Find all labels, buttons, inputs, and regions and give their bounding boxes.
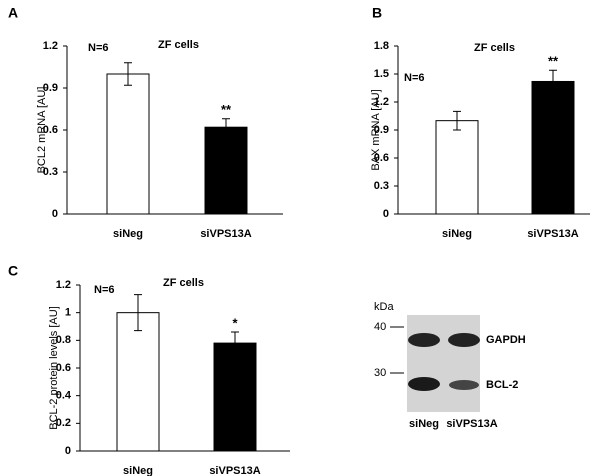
subtitle: ZF cells bbox=[158, 39, 199, 51]
n-label: N=6 bbox=[94, 284, 115, 296]
panel-letter: C bbox=[8, 263, 18, 279]
panel-letter: B bbox=[372, 5, 382, 21]
y-axis-label: BCL-2 protein levels [AU] bbox=[48, 306, 60, 430]
y-tick-label: 0.9 bbox=[374, 124, 389, 136]
significance: * bbox=[232, 315, 238, 330]
kda-label: kDa bbox=[374, 301, 394, 313]
x-tick-label: siNeg bbox=[123, 465, 153, 476]
y-tick-label: 0.4 bbox=[56, 390, 72, 402]
bar bbox=[531, 80, 575, 215]
y-tick-label: 0.6 bbox=[374, 152, 389, 164]
marker-label: 40 bbox=[374, 321, 386, 333]
x-tick-label: siNeg bbox=[113, 228, 143, 240]
panel-letter: A bbox=[8, 5, 18, 21]
subtitle: ZF cells bbox=[163, 277, 204, 289]
y-tick-label: 0 bbox=[65, 445, 71, 457]
marker-label: 30 bbox=[374, 367, 386, 379]
y-tick-label: 0.9 bbox=[43, 82, 58, 94]
band bbox=[408, 333, 440, 347]
lane-label: siNeg bbox=[409, 418, 439, 430]
band bbox=[449, 380, 479, 390]
y-tick-label: 0.6 bbox=[56, 362, 71, 374]
error-bar bbox=[453, 110, 461, 131]
error-bar bbox=[124, 62, 132, 86]
x-tick-label: siVPS13A bbox=[200, 228, 251, 240]
bar bbox=[213, 342, 257, 452]
n-label: N=6 bbox=[404, 72, 425, 84]
y-axis-label: BAX mRNA [AU] bbox=[370, 89, 382, 170]
band bbox=[448, 333, 480, 347]
y-tick-label: 1.8 bbox=[374, 40, 389, 52]
x-tick-label: siVPS13A bbox=[209, 465, 260, 476]
protein-label: BCL-2 bbox=[486, 379, 518, 391]
y-tick-label: 1.2 bbox=[43, 40, 58, 52]
band bbox=[408, 377, 440, 391]
x-tick-label: siVPS13A bbox=[527, 228, 578, 240]
n-label: N=6 bbox=[88, 42, 109, 54]
protein-label: GAPDH bbox=[486, 334, 526, 346]
bar bbox=[435, 120, 479, 215]
y-tick-label: 0.3 bbox=[374, 180, 389, 192]
y-tick-label: 1.5 bbox=[374, 68, 389, 80]
y-tick-label: 0.8 bbox=[56, 334, 71, 346]
y-tick-label: 0 bbox=[52, 208, 58, 220]
y-tick-label: 0.2 bbox=[56, 417, 71, 429]
y-tick-label: 0.6 bbox=[43, 124, 58, 136]
lane-label: siVPS13A bbox=[446, 418, 497, 430]
y-tick-label: 0 bbox=[383, 208, 389, 220]
error-bar bbox=[549, 69, 557, 94]
y-axis-label: BCL2 mRNA [AU] bbox=[36, 87, 48, 174]
subtitle: ZF cells bbox=[474, 42, 515, 54]
western-blot: kDa 40 30 GAPDH BCL-2 siNeg siVPS13A bbox=[374, 301, 526, 430]
blot-membrane bbox=[407, 315, 480, 412]
y-tick-label: 1.2 bbox=[56, 279, 71, 291]
error-bar bbox=[222, 118, 230, 137]
significance: ** bbox=[221, 102, 232, 117]
error-bar bbox=[231, 331, 239, 355]
y-tick-label: 1 bbox=[65, 307, 71, 319]
y-tick-label: 0.3 bbox=[43, 166, 58, 178]
significance: ** bbox=[548, 54, 559, 69]
bar bbox=[106, 73, 150, 215]
error-bar bbox=[134, 294, 142, 332]
x-tick-label: siNeg bbox=[442, 228, 472, 240]
bar bbox=[204, 126, 248, 215]
y-tick-label: 1.2 bbox=[374, 96, 389, 108]
bar bbox=[116, 312, 160, 452]
